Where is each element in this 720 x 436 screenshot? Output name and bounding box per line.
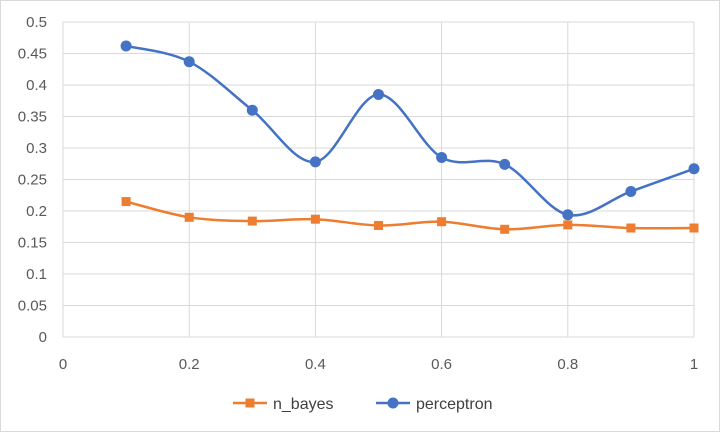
y-tick-label: 0.1 [26, 266, 47, 283]
x-tick-label: 0.8 [557, 356, 578, 373]
data-point-circle [183, 56, 195, 68]
data-point-square [374, 220, 383, 230]
x-tick-label: 0.2 [179, 356, 200, 373]
y-tick-label: 0.05 [18, 298, 47, 315]
legend-entry-n_bayes: n_bayes [233, 396, 334, 413]
data-point-circle [625, 185, 637, 197]
y-tick-label: 0.45 [18, 46, 47, 63]
data-point-circle [246, 104, 258, 116]
data-point-circle [436, 151, 448, 163]
x-tick-label: 0.4 [305, 356, 326, 373]
series-group [120, 40, 700, 234]
legend-label: perceptron [416, 396, 493, 413]
data-point-circle [373, 88, 384, 100]
legend-marker-square [245, 398, 255, 408]
series-line [125, 44, 695, 217]
data-point-square [310, 214, 320, 224]
data-point-square [500, 224, 510, 234]
series-n_bayes [121, 197, 699, 234]
y-tick-label: 0.2 [26, 203, 47, 220]
data-point-circle [499, 158, 511, 170]
data-point-square [184, 212, 194, 222]
x-axis-ticks: 0 0.2 0.4 0.6 0.8 1 [59, 356, 698, 373]
y-tick-label: 0.4 [26, 77, 47, 94]
x-tick-label: 0.6 [431, 356, 452, 373]
legend-label: n_bayes [273, 396, 334, 413]
data-point-circle [688, 163, 700, 175]
data-point-circle [120, 40, 132, 52]
y-tick-label: 0.35 [18, 109, 47, 126]
y-axis-ticks: 0 0.05 0.1 0.15 0.2 0.25 0.3 0.35 0.4 0.45 0.5 [18, 14, 47, 346]
gridlines [62, 21, 695, 338]
data-point-square [437, 217, 447, 227]
data-point-square [121, 197, 131, 207]
legend-marker-circle [387, 397, 399, 409]
data-point-square [247, 216, 257, 226]
y-tick-label: 0 [39, 329, 47, 346]
x-tick-label: 0 [59, 356, 67, 373]
y-tick-label: 0.3 [26, 140, 47, 157]
legend-entry-perceptron: perceptron [376, 396, 493, 413]
data-point-square [689, 223, 699, 233]
data-point-square [563, 220, 573, 230]
data-point-square [626, 223, 636, 233]
series-line [125, 200, 695, 231]
data-point-circle [309, 156, 321, 168]
series-perceptron [120, 40, 700, 221]
y-tick-label: 0.25 [18, 172, 47, 189]
x-tick-label: 1 [690, 356, 698, 373]
y-tick-label: 0.15 [18, 235, 47, 252]
y-tick-label: 0.5 [26, 14, 47, 31]
data-point-circle [562, 209, 574, 221]
legend: n_bayes perceptron [233, 396, 493, 413]
